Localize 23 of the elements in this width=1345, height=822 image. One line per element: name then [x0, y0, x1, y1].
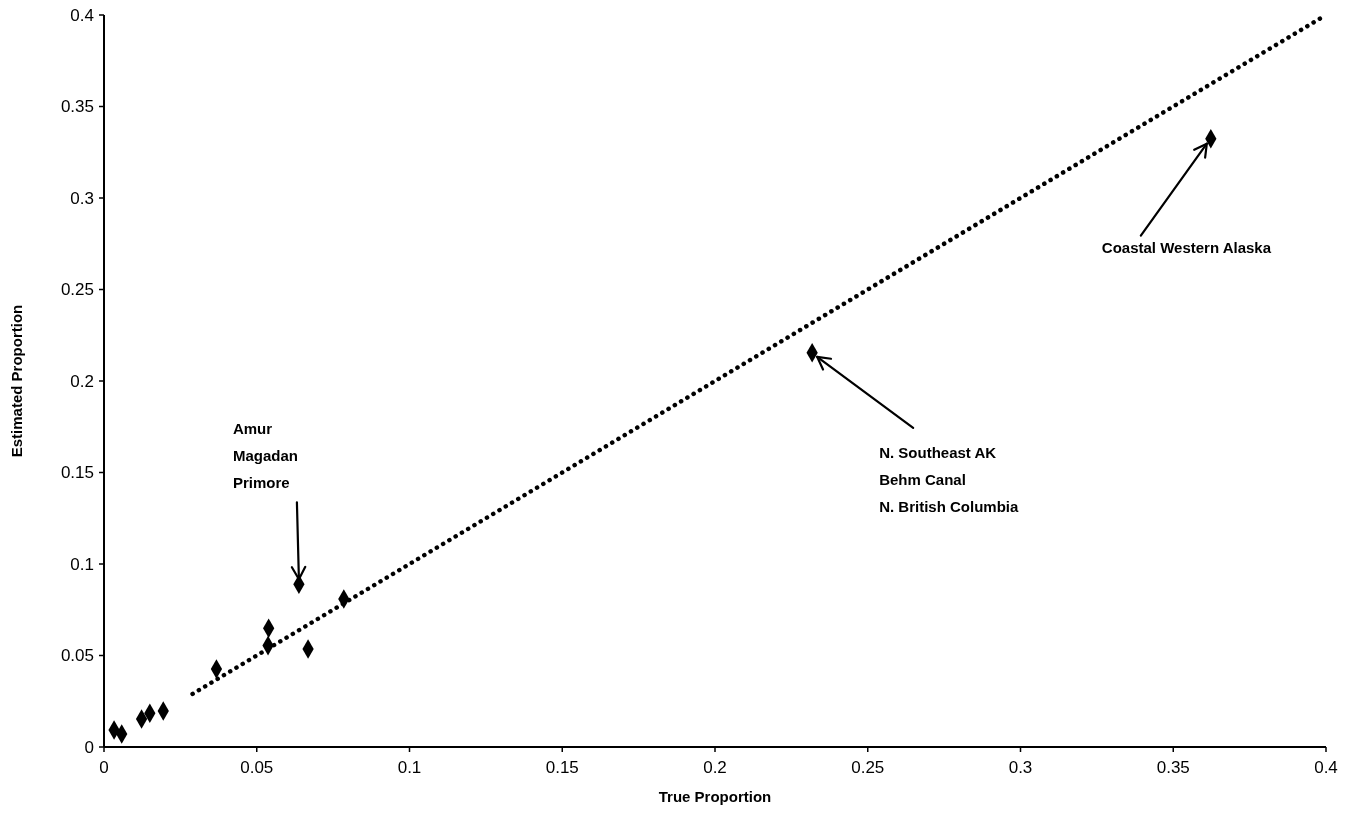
- annotation: N. Southeast AK Behm Canal N. British Columbia: [879, 443, 1019, 515]
- x-tick-label: 0.4: [1314, 758, 1338, 777]
- x-tick-label: 0.3: [1008, 758, 1033, 777]
- x-axis-title: True Proportion: [658, 788, 772, 805]
- y-tick-label: 0: [84, 737, 94, 757]
- x-tick-label: 0.15: [545, 758, 579, 777]
- x-tick-label: 0.1: [397, 758, 422, 777]
- annotation: Amur Magadan Primore: [232, 420, 298, 492]
- y-tick-label: 0.1: [70, 554, 94, 574]
- y-tick-label: 0.25: [60, 280, 94, 300]
- x-tick-label: 0.05: [240, 758, 274, 777]
- y-tick-label: 0.4: [70, 5, 94, 25]
- y-tick-label: 0.35: [60, 97, 94, 117]
- annotation: Coastal Western Alaska: [1101, 238, 1272, 256]
- y-tick-label: 0.2: [70, 371, 94, 391]
- x-tick-label: 0.2: [703, 758, 727, 777]
- y-tick-label: 0.15: [60, 463, 94, 483]
- y-tick-label: 0.05: [60, 646, 94, 666]
- x-tick-label: 0.35: [1156, 758, 1190, 777]
- x-tick-label: 0: [99, 758, 109, 777]
- y-tick-label: 0.3: [70, 188, 94, 208]
- y-axis-title: Estimated Proportion: [8, 304, 25, 458]
- x-tick-label: 0.25: [851, 758, 885, 777]
